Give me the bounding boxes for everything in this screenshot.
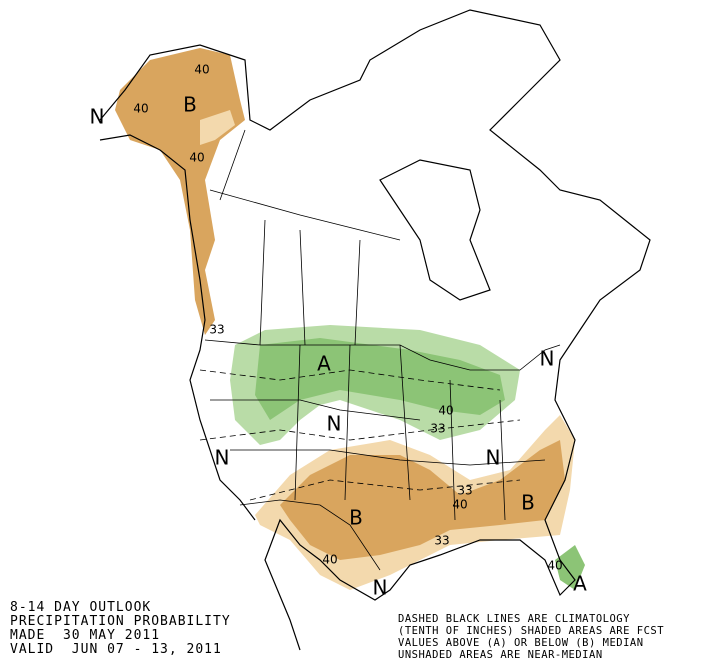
note-line: DASHED BLACK LINES ARE CLIMATOLOGY [398,613,630,625]
region-label: N [215,446,230,470]
region-label: B [183,93,197,117]
contour-label: 40 [133,102,148,116]
region-label: N [540,347,555,371]
canada-provinces [209,129,401,346]
contour-label: 40 [189,151,204,165]
us-mexico-border [239,499,381,571]
contour-label: 40 [547,559,562,573]
coastline-hudson [379,159,491,301]
region-label: A [573,572,587,596]
coastline-west [99,9,651,651]
region-label: B [521,491,535,515]
note-line: UNSHADED AREAS ARE NEAR-MEDIAN [398,649,603,661]
climatology-lines [199,369,521,501]
below-area-alaska-inner [200,110,235,145]
contour-label: 40 [438,404,453,418]
region-label: B [349,506,363,530]
above-area-florida [555,545,585,590]
contour-label: 33 [457,484,472,498]
note-line: (TENTH OF INCHES) SHADED AREAS ARE FCST [398,625,664,637]
contour-label: 33 [430,422,445,436]
above-area-midwest-inner [255,338,505,420]
below-area-south-inner [280,440,565,560]
contour-label: 40 [452,498,467,512]
header-line: 8-14 DAY OUTLOOK [10,600,151,615]
us-canada-border [204,339,561,371]
contour-label: 33 [209,323,224,337]
states [210,344,546,521]
region-label: N [486,446,501,470]
note-line: VALUES ABOVE (A) OR BELOW (B) MEDIAN [398,637,644,649]
below-area-alaska [115,48,245,335]
header-line: VALID JUN 07 - 13, 2011 [10,642,222,657]
region-label: N [90,105,105,129]
header-line: PRECIPITATION PROBABILITY [10,614,231,629]
region-label: N [327,412,342,436]
header-line: MADE 30 MAY 2011 [10,628,160,643]
region-label: A [317,352,331,376]
contour-label: 33 [434,534,449,548]
contour-label: 40 [322,553,337,567]
region-label: N [373,576,388,600]
contour-label: 40 [194,63,209,77]
